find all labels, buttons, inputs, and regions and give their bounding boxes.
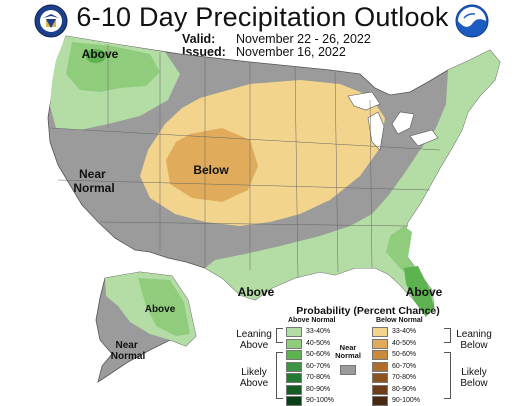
legend-bracket-leaning-above — [276, 328, 283, 343]
legend-below-swatch-2 — [372, 350, 388, 360]
label-above-northwest: Above — [82, 47, 119, 61]
legend-below-range-2: 50-60% — [392, 351, 417, 358]
legend-near-normal-label: Near Normal — [335, 343, 361, 360]
legend-below-swatch-1 — [372, 338, 388, 349]
legend-below-swatch-5 — [372, 384, 388, 395]
label-ak-normal-word: Normal — [111, 351, 146, 362]
label-near-normal-alaska: Near Normal — [111, 340, 146, 362]
legend-leaning-below: Leaning Below — [456, 329, 492, 351]
legend-below-range-0: 33-40% — [392, 328, 417, 335]
legend-title: Probability (Percent Chance) — [296, 305, 440, 317]
legend-below-swatch-3 — [372, 361, 388, 372]
legend-bracket-leaning-below — [444, 328, 451, 343]
label-above-florida: Above — [406, 285, 443, 299]
date-block: Valid: November 22 - 26, 2022 Issued: Nove… — [182, 33, 371, 59]
issued-line: Issued: November 16, 2022 — [182, 46, 371, 59]
legend-below-swatch-0 — [372, 327, 388, 337]
legend-below-range-3: 60-70% — [392, 362, 417, 370]
legend-below-range-1: 40-50% — [392, 339, 417, 347]
above-northwest-peak — [86, 49, 106, 63]
legend-above-header: Above Normal — [288, 317, 336, 324]
label-above-gulf: Above — [238, 285, 275, 299]
legend-above-swatch-3 — [286, 361, 302, 372]
legend-above-swatch-1 — [286, 338, 302, 349]
legend-above-range-2: 50-60% — [306, 351, 331, 358]
legend-bracket-likely-above — [276, 352, 283, 399]
legend-below-header: Below Normal — [376, 317, 423, 324]
label-ak-near-word: Near — [115, 340, 137, 351]
doc-seal-icon — [34, 4, 68, 38]
legend-above-swatch-5 — [286, 384, 302, 395]
valid-value: November 22 - 26, 2022 — [236, 32, 371, 46]
label-above-alaska: Above — [145, 304, 176, 315]
legend-above-swatch-2 — [286, 350, 302, 360]
legend-above-range-6: 90-100% — [306, 397, 335, 404]
above-alaska-core — [138, 278, 190, 336]
legend-above-range-4: 70-80% — [306, 374, 331, 381]
valid-line: Valid: November 22 - 26, 2022 — [182, 33, 371, 46]
legend-above-range-1: 40-50% — [306, 339, 331, 347]
label-near-normal-west: Near Normal — [73, 167, 114, 195]
legend-above-range-3: 60-70% — [306, 362, 331, 370]
valid-label: Valid: — [182, 32, 216, 46]
legend-bracket-likely-below — [444, 352, 451, 399]
legend-above-range-5: 80-90% — [306, 385, 331, 393]
legend-above-range-0: 33-40% — [306, 328, 331, 335]
label-normal-word: Normal — [73, 181, 114, 195]
map-title: 6-10 Day Precipitation Outlook — [76, 2, 449, 32]
state-borders — [49, 44, 441, 279]
above-east-region — [205, 50, 500, 316]
issued-value: November 16, 2022 — [236, 45, 346, 59]
legend-above-swatch-4 — [286, 373, 302, 383]
legend-above-swatch-0 — [286, 327, 302, 337]
legend-below-range-5: 80-90% — [392, 385, 417, 393]
great-lakes — [347, 91, 439, 151]
noaa-logo-icon — [455, 4, 489, 38]
legend-leaning-above: Leaning Above — [236, 329, 272, 351]
legend-likely-below: Likely Below — [460, 367, 488, 389]
label-near-word: Near — [79, 167, 106, 181]
legend-below-range-6: 90-100% — [392, 397, 421, 404]
legend-below-range-4: 70-80% — [392, 374, 417, 381]
label-below-central: Below — [193, 163, 229, 177]
legend-near-normal-swatch — [340, 365, 356, 375]
legend-below-swatch-4 — [372, 373, 388, 383]
legend-likely-above: Likely Above — [239, 367, 269, 389]
above-florida-region — [404, 266, 434, 316]
